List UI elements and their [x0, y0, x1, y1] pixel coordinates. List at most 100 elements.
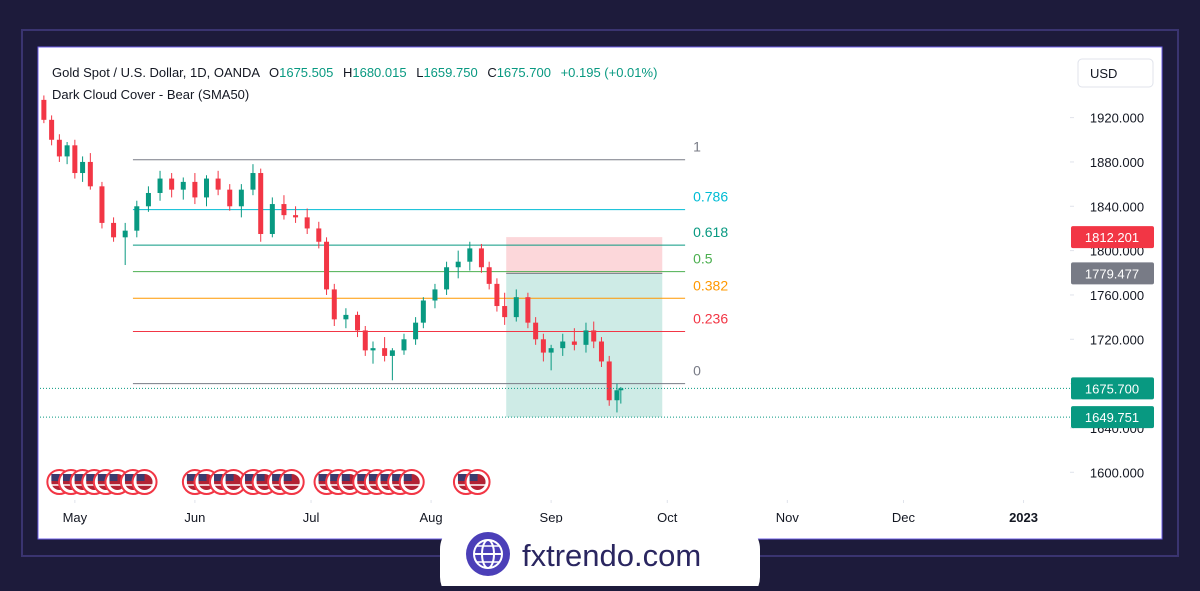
candle-body	[560, 341, 566, 349]
flag-canton	[62, 474, 71, 481]
candle-body	[111, 222, 117, 238]
y-tick-label: 1880.000	[1090, 155, 1144, 170]
event-flag	[278, 469, 305, 495]
currency-button[interactable]	[1077, 58, 1154, 88]
candle-body	[618, 388, 624, 391]
candle-body	[444, 267, 450, 290]
x-tick-label: May	[63, 510, 88, 525]
event-flag	[220, 469, 247, 495]
candle-body	[269, 204, 275, 234]
x-tick-label: Nov	[776, 510, 800, 525]
candle-body	[227, 189, 233, 207]
flag-canton	[330, 474, 339, 481]
brand-pill	[440, 523, 760, 591]
flag-canton	[109, 474, 118, 481]
l-prefix: L	[416, 65, 423, 80]
candle-body	[370, 348, 376, 351]
candle-body	[169, 178, 175, 190]
flag-canton	[136, 474, 145, 481]
x-tick-label: Jul	[303, 510, 320, 525]
candle-body	[455, 261, 461, 268]
candle-body	[258, 173, 264, 234]
fib-label: 0.236	[693, 311, 728, 327]
price-tag-label: 1675.700	[1085, 381, 1139, 396]
low: 1659.750	[423, 65, 477, 80]
change: +0.195 (+0.01%)	[561, 65, 658, 80]
candle-body	[533, 322, 539, 340]
candle-body	[343, 314, 349, 320]
candle-body	[389, 350, 395, 356]
indicator: Dark Cloud Cover - Bear (SMA50)	[52, 87, 249, 102]
fib-label: 0.786	[693, 189, 728, 205]
candle-body	[304, 217, 310, 229]
candle-body	[486, 267, 492, 284]
price-tag-label: 1812.201	[1085, 230, 1139, 245]
y-tick-label: 1600.000	[1090, 465, 1144, 480]
flag-canton	[225, 474, 234, 481]
flag-canton	[318, 474, 327, 481]
candle-body	[478, 248, 484, 268]
candle-body	[467, 248, 473, 262]
candle-body	[316, 228, 322, 242]
high: 1680.015	[352, 65, 406, 80]
fib-label: 0.618	[693, 224, 728, 240]
flag-canton	[380, 474, 389, 481]
flag-canton	[97, 474, 106, 481]
candle-body	[591, 330, 597, 342]
candle-body	[548, 348, 554, 353]
price-tag	[1071, 262, 1154, 285]
flag-canton	[186, 474, 195, 481]
open: 1675.505	[279, 65, 333, 80]
y-tick-label: 1720.000	[1090, 332, 1144, 347]
brand-site: fxtrendo.com	[522, 538, 701, 573]
flag-canton	[272, 474, 281, 481]
flag-canton	[198, 474, 207, 481]
flag-canton	[256, 474, 265, 481]
candle-body	[362, 330, 368, 351]
candle-body	[281, 204, 287, 216]
candle-body	[145, 192, 151, 207]
candle-body	[598, 341, 604, 362]
candle-body	[192, 181, 198, 198]
event-flag	[398, 469, 425, 495]
candle-body	[215, 178, 221, 190]
flag-canton	[51, 474, 60, 481]
h-prefix: H	[343, 65, 352, 80]
candle-body	[238, 189, 244, 207]
flag-canton	[457, 474, 466, 481]
stop-zone	[506, 237, 663, 274]
candle-body	[502, 306, 508, 318]
price-tag-label: 1779.477	[1085, 266, 1139, 281]
candle-body	[382, 348, 388, 356]
candle-body	[99, 186, 105, 223]
candle-body	[134, 206, 140, 231]
candle-body	[324, 241, 330, 290]
candle-body	[64, 145, 70, 157]
symbol: Gold Spot / U.S. Dollar, 1D, OANDA	[52, 65, 260, 80]
plot-area	[41, 95, 686, 495]
fib-label: 0	[693, 363, 701, 379]
fib-label: 0.5	[693, 251, 713, 267]
price-tag-label: 1649.751	[1085, 410, 1139, 425]
x-tick-label: Dec	[892, 510, 916, 525]
y-tick-label: 1840.000	[1090, 199, 1144, 214]
price-tag	[1071, 226, 1154, 249]
candle-body	[180, 181, 186, 190]
currency: USD	[1090, 66, 1117, 81]
candle-body	[204, 178, 210, 198]
candle-body	[606, 361, 612, 401]
c-prefix: C	[487, 65, 496, 80]
candle-body	[420, 300, 426, 323]
globe-icon	[466, 532, 510, 576]
candle-body	[413, 322, 419, 340]
y-tick-label: 1760.000	[1090, 288, 1144, 303]
flag-canton	[86, 474, 95, 481]
x-tick-label: Jun	[184, 510, 205, 525]
fib-label: 1	[693, 139, 701, 155]
candle-body	[540, 339, 546, 353]
candle-body	[56, 139, 62, 157]
price-tag	[1071, 406, 1154, 429]
y-tick-label: 1920.000	[1090, 111, 1144, 126]
